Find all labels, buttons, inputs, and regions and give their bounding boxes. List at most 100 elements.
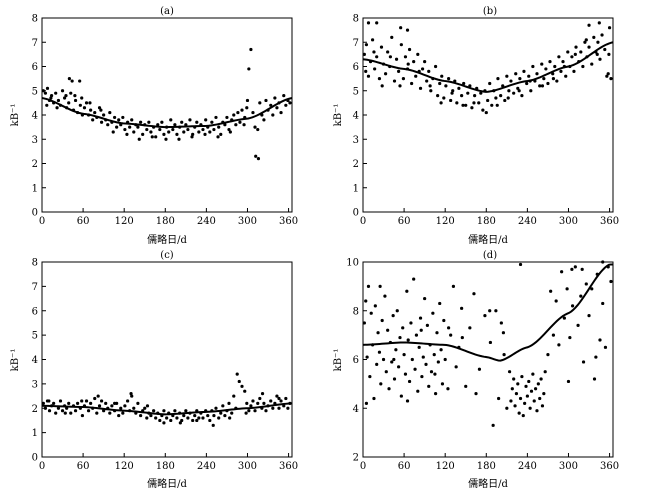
panel-d-point-24 [395,309,399,313]
panel-c-point-84 [223,413,227,418]
panel-a-point-133 [254,154,258,158]
panel-d-point-88 [523,401,527,405]
panel-b-point-2 [366,74,371,78]
panel-a-point-91 [238,120,242,124]
panel-d-point-77 [507,370,512,374]
panel-d-point-70 [483,314,487,318]
panel-a-point-31 [108,110,112,115]
panel-c: (c) kB⁻¹ 儒略日/d 0 60 120 180 240 300 360 0 1 2 3 4 5 6… [10,250,298,490]
panel-c-point-61 [173,409,177,413]
panel-c-point-18 [80,413,85,418]
panel-d-point-15 [383,294,387,298]
panel-c-point-29 [104,401,108,405]
panel-b-point-127 [484,110,488,115]
panel-d-point-109 [560,270,564,274]
panel-c-point-0 [41,401,45,405]
panel-a-ytick-label-3: 3 [32,135,38,146]
panel-b-point-118 [388,55,392,59]
panel-c-point-86 [227,401,231,405]
panel-d-point-134 [447,326,451,330]
panel-d-ylabel: kB⁻¹ [333,349,344,372]
panel-c-point-112 [63,411,67,415]
panel-b-point-141 [399,26,403,30]
panel-a-point-7 [56,98,61,103]
panel-d-point-78 [509,399,513,403]
panel-b-point-86 [548,60,552,64]
panel-a-xtick-label-4: 240 [197,216,216,227]
panel-c-point-125 [277,396,281,401]
panel-d-point-131 [405,399,410,403]
panel-d-point-53 [435,331,439,335]
panel-a-point-22 [89,108,93,112]
panel-a-point-114 [49,96,53,100]
panel-b-point-51 [473,94,477,98]
panel-b-point-89 [555,79,559,83]
panel-d-point-90 [525,394,529,398]
panel-b-point-17 [399,43,403,47]
panel-b-point-61 [494,96,498,100]
panel-a-point-124 [150,135,154,139]
panel-b-point-10 [384,72,388,76]
panel-d-point-32 [406,338,410,342]
panel-b-point-50 [470,106,474,110]
panel-d-point-54 [436,360,440,364]
panel-b-point-126 [472,101,476,105]
panel-b-ylabel: kB⁻¹ [333,104,344,127]
panel-b-point-133 [551,77,556,81]
panel-a-xtick-label-3: 180 [156,216,175,227]
panel-a-point-92 [240,108,244,112]
panel-a-point-23 [91,118,95,122]
panel-a-point-94 [245,106,249,110]
panel-a-point-64 [180,120,184,124]
panel-d-point-44 [423,296,427,301]
panel-a-point-136 [67,77,71,81]
panel-b-ytick-label-4: 4 [353,111,359,122]
panel-d-point-51 [432,353,436,357]
panel-b-point-140 [375,21,379,25]
panel-c-point-67 [186,416,190,420]
panel-d-point-59 [443,357,447,362]
panel-c-ytick-label-4: 4 [32,355,38,366]
panel-b-point-28 [423,60,427,64]
panel-d-point-52 [434,392,438,396]
panel-d-point-115 [576,323,580,327]
panel-c-point-76 [206,413,210,418]
panel-a-point-128 [203,132,207,136]
panel-a-point-119 [88,101,92,105]
panel-a-point-40 [128,125,132,129]
panel-c-point-41 [130,394,134,398]
panel-d-point-4 [368,374,372,379]
panel-a-point-10 [63,96,67,100]
panel-c-point-16 [76,401,80,405]
panel-c-point-117 [145,404,150,408]
panel-b-point-14 [392,79,397,83]
panel-a: (a) kB⁻¹ 儒略日/d 0 60 120 180 240 300 360 0 1 2 3 4 5 6… [10,6,298,246]
panel-b-point-1 [364,43,369,47]
panel-d-point-92 [528,406,532,410]
panel-b-point-111 [603,47,607,52]
panel-c-point-77 [208,418,212,423]
panel-c-point-98 [262,401,266,405]
panel-a-point-89 [234,123,238,127]
panel-b-point-5 [373,67,377,71]
panel-d-point-35 [410,357,414,362]
panel-c-point-37 [121,411,125,415]
panel-d-point-25 [397,365,401,369]
panel-a-xtick-label-1: 60 [77,216,90,227]
panel-d-point-57 [440,382,445,386]
panel-b-point-4 [370,38,375,42]
panel-d-xlabel: 儒略日/d [468,477,508,490]
panel-d-point-142 [491,423,495,427]
panel-a-point-110 [284,103,288,107]
panel-d-ytick-label-4: 10 [346,258,359,269]
panel-c-point-74 [201,416,205,420]
panel-a-point-0 [41,89,45,93]
panel-a-point-20 [84,101,89,105]
panel-d-point-123 [598,338,602,342]
panel-d-point-84 [517,411,521,415]
panel-b-point-59 [490,103,494,107]
panel-a-point-62 [175,132,179,136]
panel-b: (b) kB⁻¹ 儒略日/d 0 60 120 180 240 300 360 0 1 2 3 4 5 6… [333,6,619,246]
panel-c-point-99 [264,409,268,413]
panel-c-point-121 [211,423,215,427]
